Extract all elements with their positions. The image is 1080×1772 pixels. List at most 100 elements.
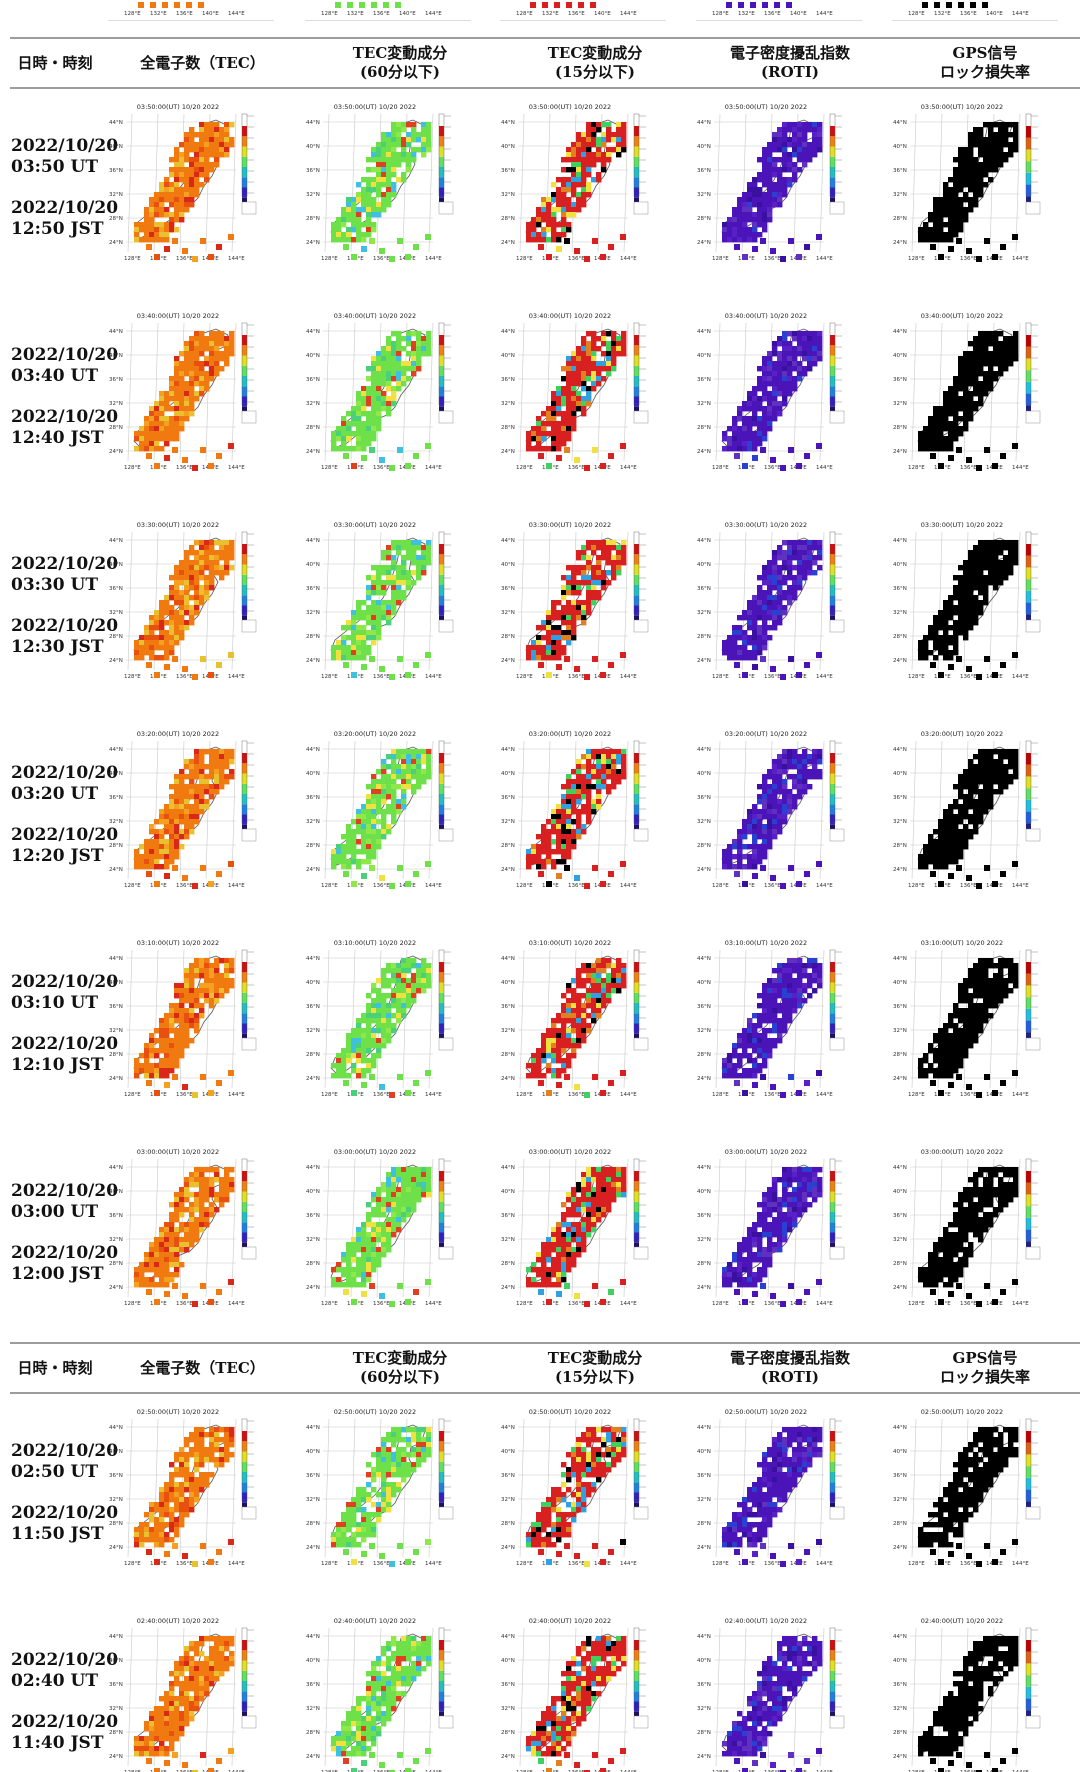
data-cell [722,431,728,437]
data-cell [762,834,768,840]
lon-tick-label: 144°E [816,674,833,680]
data-cell [209,754,215,760]
data-cell [988,560,994,566]
data-cell [958,565,964,571]
data-cell [1003,341,1009,347]
data-cell [767,585,773,591]
data-cell [199,779,205,785]
data-cell [787,361,793,367]
map-panel-lol[interactable]: 03:50:00(UT) 10/20 2022 44°N 40°N 36°N 32°N 2… [892,102,1058,272]
data-cell [159,207,165,213]
data-cell [366,635,372,641]
data-cell [391,356,397,362]
data-cell [792,749,798,755]
colorbar-segment [439,544,444,555]
map-panel-roti[interactable]: 03:40:00(UT) 10/20 2022 44°N 40°N 36°N 32°N 2… [696,311,862,481]
data-cell [229,759,235,765]
map-panel-roti[interactable]: 03:20:00(UT) 10/20 2022 44°N 40°N 36°N 32°N 2… [696,729,862,899]
data-cell [571,769,577,775]
data-cell [963,625,969,631]
map-panel-tec[interactable]: 03:40:00(UT) 10/20 2022 44°N 40°N 36°N 32°N 2… [108,311,274,481]
data-cell [149,227,155,233]
lat-tick-label: 28°N [501,843,515,849]
colorbar-segment [439,156,444,167]
data-cell [787,809,793,815]
map-panel-lol[interactable]: 03:40:00(UT) 10/20 2022 44°N 40°N 36°N 32°N 2… [892,311,1058,481]
data-cell [747,824,753,830]
lat-tick-label: 44°N [697,120,711,126]
data-cell [737,202,743,208]
data-cell [591,600,597,606]
data-cell [401,784,407,790]
data-cell [164,854,170,860]
column-header-1: 全電子数（TEC） [110,1344,295,1392]
map-panel-dtec60[interactable]: 03:40:00(UT) 10/20 2022 44°N 40°N 36°N 32°N 2… [305,311,471,481]
colorbar-segment [634,753,639,764]
lat-tick-label: 36°N [306,377,320,383]
map-panel-lol[interactable]: 03:30:00(UT) 10/20 2022 44°N 40°N 36°N 32°N 2… [892,520,1058,690]
map-panel-roti[interactable]: 03:30:00(UT) 10/20 2022 44°N 40°N 36°N 32°N 2… [696,520,862,690]
data-cell [199,157,205,163]
data-cell [139,864,145,870]
data-cell [413,244,419,250]
map-panel-dtec15[interactable]: 03:50:00(UT) 10/20 2022 44°N 40°N 36°N 32°N 2… [500,102,666,272]
map-panel-tec[interactable]: 03:30:00(UT) 10/20 2022 44°N 40°N 36°N 32°N 2… [108,520,274,690]
data-cell [356,192,362,198]
data-cell [973,779,979,785]
data-cell [179,351,185,357]
data-cell [564,656,570,662]
lon-tick-label: 144°E [425,465,442,471]
data-cell [164,640,170,646]
data-cell [159,635,165,641]
data-cell [782,779,788,785]
data-cell [376,187,382,193]
data-cell [777,809,783,815]
data-cell [812,769,818,775]
data-cell [757,207,763,213]
map-panel-tec[interactable]: 03:50:00(UT) 10/20 2022 44°N 40°N 36°N 32°N 2… [108,102,274,272]
map-panel-dtec60[interactable]: 03:50:00(UT) 10/20 2022 44°N 40°N 36°N 32°N 2… [305,102,471,272]
data-cell [571,366,577,372]
data-cell [742,881,748,887]
data-cell [164,839,170,845]
map-panel-dtec60[interactable]: 03:20:00(UT) 10/20 2022 44°N 40°N 36°N 32°N 2… [305,729,471,899]
data-cell [376,834,382,840]
data-cell [184,590,190,596]
map-panel-dtec15[interactable]: 03:40:00(UT) 10/20 2022 44°N 40°N 36°N 32°N 2… [500,311,666,481]
map-panel-dtec15[interactable]: 03:30:00(UT) 10/20 2022 44°N 40°N 36°N 32°N 2… [500,520,666,690]
lat-tick-label: 44°N [109,120,123,126]
lat-tick-label: 28°N [501,634,515,640]
data-cell [611,132,617,138]
data-cell [401,177,407,183]
data-cell [816,652,822,658]
data-cell [381,172,387,178]
data-cell [787,182,793,188]
data-cell [963,809,969,815]
data-cell [767,406,773,412]
map-panel-tec[interactable]: 03:20:00(UT) 10/20 2022 44°N 40°N 36°N 32°N 2… [108,729,274,899]
data-cell [406,769,412,775]
data-cell [346,839,352,845]
map-panel-dtec15[interactable]: 03:20:00(UT) 10/20 2022 44°N 40°N 36°N 32°N 2… [500,729,666,899]
data-cell [566,167,572,173]
map-panel-dtec60[interactable]: 03:30:00(UT) 10/20 2022 44°N 40°N 36°N 32°N 2… [305,520,471,690]
data-cell [396,356,402,362]
data-cell [958,829,964,835]
colorbar-segment [830,585,835,596]
data-cell [551,431,557,437]
data-cell [576,799,582,805]
map-gridline [231,740,237,880]
data-cell [371,2,377,8]
jst-timestamp: 2022/10/20 12:50 JST [11,198,121,240]
data-cell [376,605,382,611]
data-cell [159,615,165,621]
data-cell [767,391,773,397]
data-cell [1013,351,1019,357]
map-panel-roti[interactable]: 03:50:00(UT) 10/20 2022 44°N 40°N 36°N 32°N 2… [696,102,862,272]
data-cell [214,764,220,770]
data-cell [742,212,748,218]
data-cell [566,356,572,362]
map-panel-lol[interactable]: 03:20:00(UT) 10/20 2022 44°N 40°N 36°N 32°N 2… [892,729,1058,899]
data-cell [988,565,994,571]
data-cell [571,844,577,850]
